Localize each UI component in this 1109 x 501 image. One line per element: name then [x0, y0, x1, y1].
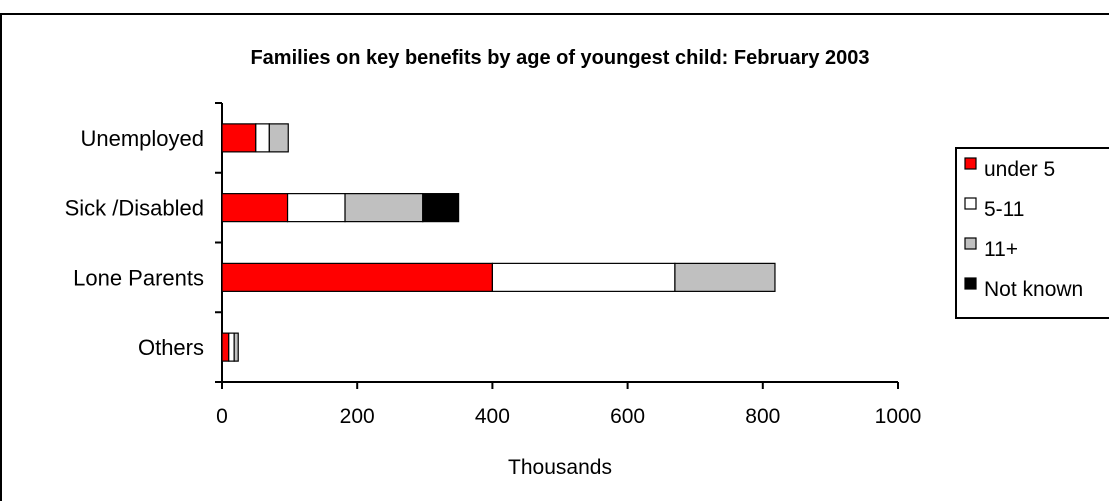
legend-box [955, 147, 1109, 319]
plot-area: 0 200 400 600 800 1000 Unemployed Sick /Disable… [65, 102, 922, 428]
bar-segment [286, 193, 346, 223]
legend-label: 11+ [984, 238, 1018, 261]
bar-segment [674, 262, 776, 292]
category-label: Others [138, 335, 204, 360]
category-label: Lone Parents [73, 265, 204, 290]
legend-swatch [964, 157, 977, 170]
category-label: Unemployed [80, 126, 204, 151]
chart-border [0, 13, 1109, 501]
x-tick-label: 200 [340, 405, 375, 428]
legend: under 5 5-11 11+ Not known [955, 147, 1109, 319]
legend-label: Not known [984, 278, 1083, 301]
category-label: Sick /Disabled [65, 196, 204, 221]
chart-title: Families on key benefits by age of young… [250, 47, 869, 69]
x-tick-label: 800 [745, 405, 780, 428]
legend-label: under 5 [984, 158, 1055, 181]
bar-segment [221, 262, 493, 292]
x-tick-label: 600 [610, 405, 645, 428]
x-tick-label: 1000 [875, 405, 922, 428]
legend-swatch [964, 237, 977, 250]
x-axis-label: Thousands [508, 456, 612, 479]
bar-segment [255, 123, 270, 153]
bar-segment [221, 193, 289, 223]
legend-label: 5-11 [984, 198, 1024, 221]
bar-segment [221, 332, 230, 362]
x-tick-label: 400 [475, 405, 510, 428]
bar-segment [228, 332, 235, 362]
bar-segment [491, 262, 676, 292]
bar-segment [233, 332, 239, 362]
x-tick-label: 0 [216, 405, 228, 428]
bar-segment [268, 123, 289, 153]
legend-swatch [964, 197, 977, 210]
bar-segment [221, 123, 257, 153]
bar-segment [422, 193, 460, 223]
bar-segment [344, 193, 424, 223]
legend-swatch [964, 277, 977, 290]
